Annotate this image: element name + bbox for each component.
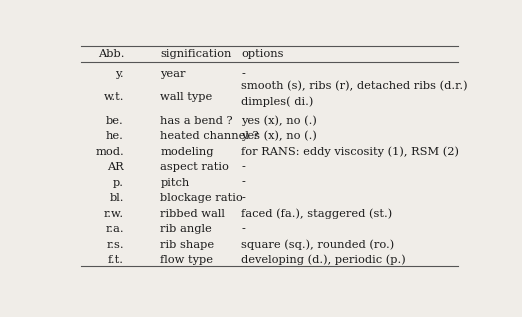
Text: smooth (s), ribs (r), detached ribs (d.r.): smooth (s), ribs (r), detached ribs (d.r… (241, 81, 468, 92)
Text: AR: AR (107, 162, 124, 172)
Text: p.: p. (113, 178, 124, 188)
Text: -: - (241, 224, 245, 234)
Text: ribbed wall: ribbed wall (160, 209, 225, 218)
Text: faced (fa.), staggered (st.): faced (fa.), staggered (st.) (241, 208, 393, 219)
Text: -: - (241, 178, 245, 188)
Text: rib angle: rib angle (160, 224, 212, 234)
Text: aspect ratio: aspect ratio (160, 162, 229, 172)
Text: f.t.: f.t. (108, 255, 124, 265)
Text: has a bend ?: has a bend ? (160, 116, 233, 126)
Text: r.s.: r.s. (106, 240, 124, 249)
Text: yes (x), no (.): yes (x), no (.) (241, 115, 317, 126)
Text: signification: signification (160, 49, 232, 59)
Text: wall type: wall type (160, 92, 212, 102)
Text: year: year (160, 69, 186, 79)
Text: blockage ratio: blockage ratio (160, 193, 243, 203)
Text: be.: be. (106, 116, 124, 126)
Text: pitch: pitch (160, 178, 189, 188)
Text: -: - (241, 162, 245, 172)
Text: r.w.: r.w. (104, 209, 124, 218)
Text: developing (d.), periodic (p.): developing (d.), periodic (p.) (241, 255, 406, 265)
Text: Abb.: Abb. (98, 49, 124, 59)
Text: w.t.: w.t. (103, 92, 124, 102)
Text: he.: he. (106, 131, 124, 141)
Text: -: - (241, 193, 245, 203)
Text: y.: y. (115, 69, 124, 79)
Text: bl.: bl. (110, 193, 124, 203)
Text: options: options (241, 49, 284, 59)
Text: flow type: flow type (160, 255, 213, 265)
Text: square (sq.), rounded (ro.): square (sq.), rounded (ro.) (241, 239, 395, 250)
Text: r.a.: r.a. (105, 224, 124, 234)
Text: dimples( di.): dimples( di.) (241, 97, 314, 107)
Text: -: - (241, 69, 245, 79)
Text: for RANS: eddy viscosity (1), RSM (2): for RANS: eddy viscosity (1), RSM (2) (241, 146, 459, 157)
Text: modeling: modeling (160, 146, 214, 157)
Text: mod.: mod. (95, 146, 124, 157)
Text: heated channel ?: heated channel ? (160, 131, 259, 141)
Text: rib shape: rib shape (160, 240, 215, 249)
Text: yes (x), no (.): yes (x), no (.) (241, 131, 317, 141)
